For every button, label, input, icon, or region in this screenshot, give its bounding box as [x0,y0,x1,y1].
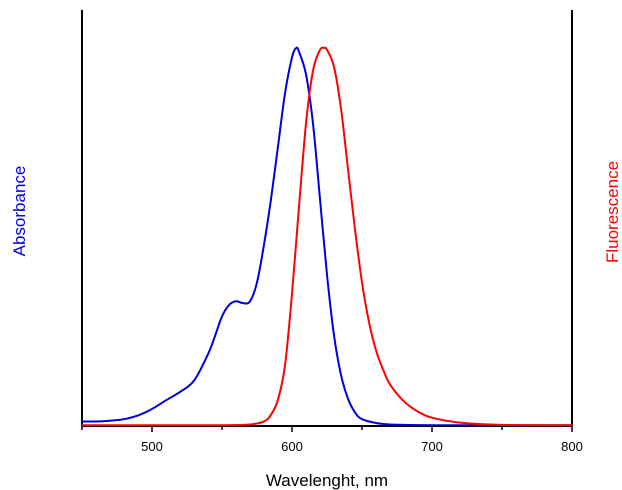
axes [81,10,573,427]
x-tick-label: 800 [561,439,583,454]
series-layer [81,46,573,427]
right-axis-title: Fluorescence [603,161,622,263]
x-ticks: 500 600 700 800 [81,426,583,454]
x-tick-label: 700 [421,439,443,454]
series-line-absorbance [81,46,573,427]
series-line-fluorescence [81,46,573,427]
x-axis-title: Wavelenght, nm [266,471,388,490]
x-tick-label: 600 [281,439,303,454]
x-tick-label: 500 [141,439,163,454]
left-axis-title: Absorbance [10,166,29,257]
